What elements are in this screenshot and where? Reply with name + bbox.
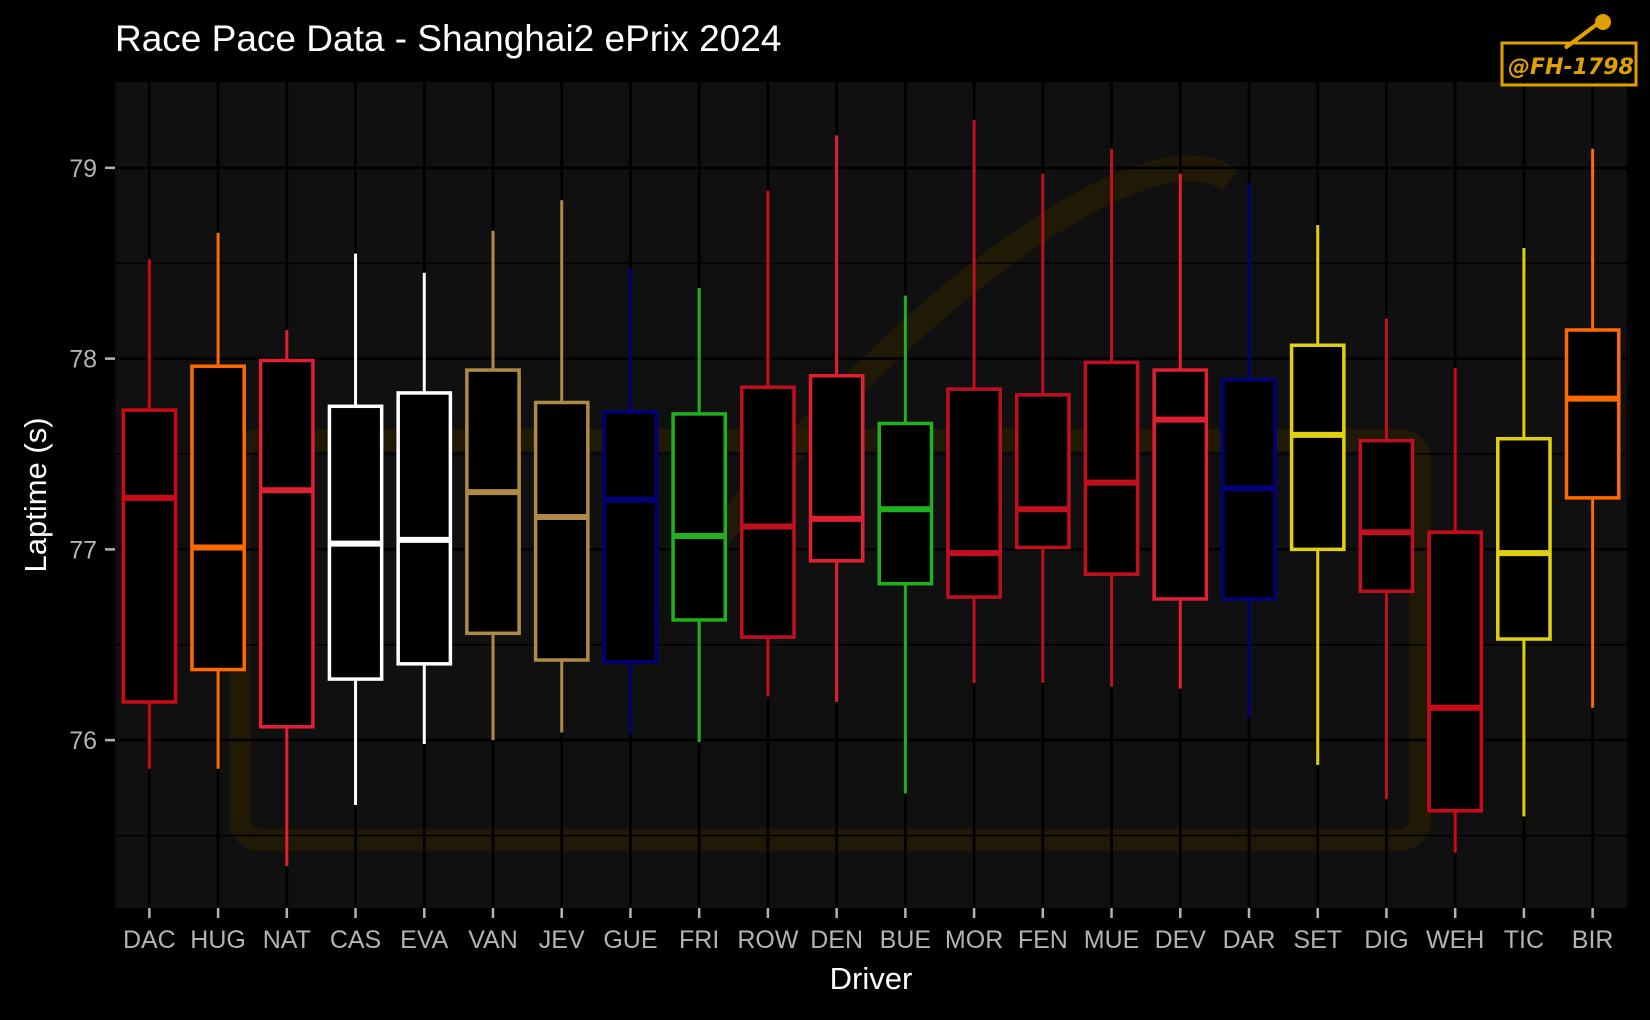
box-iqr — [877, 421, 934, 586]
box-iqr — [121, 408, 178, 704]
x-tick-label-eva: EVA — [400, 926, 448, 954]
x-tick-label-dac: DAC — [123, 926, 176, 954]
box-mue — [1083, 148, 1140, 687]
box-iqr — [1014, 393, 1071, 550]
box-den — [808, 135, 865, 702]
key-icon — [1563, 20, 1602, 50]
x-tick-label-gue: GUE — [603, 926, 657, 954]
x-tick-label-row: ROW — [737, 926, 799, 954]
box-iqr — [190, 364, 246, 672]
x-tick-label-dig: DIG — [1364, 926, 1408, 954]
box-tic — [1496, 247, 1552, 817]
box-iqr — [1358, 438, 1415, 594]
box-iqr — [671, 412, 728, 622]
box-set — [1289, 225, 1346, 765]
chart-title: Race Pace Data - Shanghai2 ePrix 2024 — [115, 18, 781, 59]
box-iqr — [1427, 530, 1484, 813]
box-iqr — [1564, 328, 1621, 500]
box-fen — [1014, 173, 1071, 683]
x-tick-label-tic: TIC — [1504, 926, 1544, 954]
box-plot-series — [121, 120, 1621, 867]
box-van — [465, 230, 521, 741]
box-mor — [946, 120, 1002, 683]
box-gue — [602, 268, 659, 735]
box-jev — [533, 200, 590, 733]
y-axis: 76 77 78 79 — [69, 155, 115, 755]
box-weh — [1427, 368, 1484, 853]
x-tick-label-fen: FEN — [1018, 926, 1068, 954]
x-tick-label-set: SET — [1293, 926, 1342, 954]
logo-text: @FH-1798 — [1508, 55, 1634, 80]
box-eva — [396, 272, 453, 744]
box-iqr — [1083, 360, 1140, 576]
box-iqr — [465, 368, 521, 636]
x-axis: DAC HUG NAT CAS EVA VAN JEV GUE FRI ROW DEN BUE MOR F… — [123, 908, 1614, 954]
x-tick-label-dev: DEV — [1155, 926, 1207, 954]
box-iqr — [808, 374, 865, 563]
box-dar — [1221, 183, 1277, 718]
box-iqr — [533, 400, 590, 662]
y-tick-label: 79 — [69, 155, 97, 183]
box-nat — [258, 329, 315, 867]
x-tick-label-dar: DAR — [1223, 926, 1276, 954]
box-iqr — [1496, 436, 1552, 641]
box-iqr — [258, 358, 315, 729]
x-tick-label-mue: MUE — [1084, 926, 1140, 954]
x-tick-label-jev: JEV — [539, 926, 585, 954]
y-tick-label: 77 — [69, 536, 97, 564]
x-tick-label-nat: NAT — [263, 926, 311, 954]
x-tick-label-hug: HUG — [190, 926, 246, 954]
x-axis-title: Driver — [830, 961, 913, 996]
box-iqr — [740, 385, 796, 639]
x-tick-label-fri: FRI — [679, 926, 719, 954]
box-fri — [671, 288, 728, 743]
x-tick-label-van: VAN — [468, 926, 518, 954]
box-iqr — [946, 387, 1002, 599]
x-tick-label-weh: WEH — [1426, 926, 1484, 954]
box-dac — [121, 259, 178, 769]
box-iqr — [602, 410, 659, 664]
box-dev — [1152, 173, 1209, 689]
x-tick-label-cas: CAS — [330, 926, 381, 954]
x-tick-label-mor: MOR — [945, 926, 1003, 954]
box-iqr — [1152, 368, 1209, 601]
box-hug — [190, 232, 246, 769]
y-axis-title: Laptime (s) — [18, 417, 53, 572]
x-tick-label-bir: BIR — [1572, 926, 1614, 954]
box-cas — [327, 253, 384, 805]
y-tick-label: 78 — [69, 346, 97, 374]
x-tick-label-den: DEN — [810, 926, 863, 954]
box-bue — [877, 295, 934, 794]
box-row — [740, 190, 796, 697]
watermark-logo: @FH-1798 — [1500, 14, 1638, 87]
box-dig — [1358, 318, 1415, 800]
key-head-icon — [1595, 14, 1611, 30]
x-tick-label-bue: BUE — [880, 926, 931, 954]
y-tick-label: 76 — [69, 727, 97, 755]
box-iqr — [396, 391, 453, 666]
box-bir — [1564, 148, 1621, 708]
box-iqr — [1289, 343, 1346, 552]
